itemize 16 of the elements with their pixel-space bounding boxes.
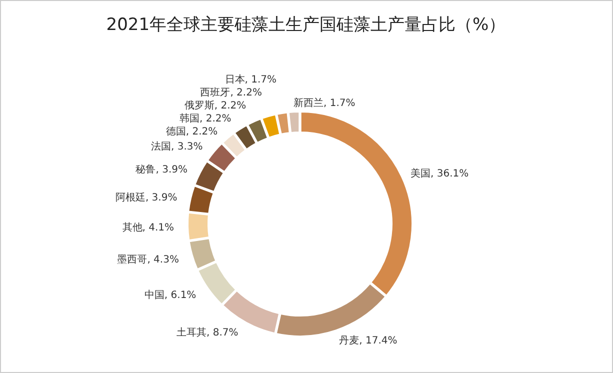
slice-label: 韩国, 2.2% [180, 112, 232, 124]
slice-label: 土耳其, 8.7% [176, 326, 238, 338]
slice-label: 美国, 36.1% [410, 167, 469, 180]
slice-label: 其他, 4.1% [122, 222, 174, 234]
chart-title: 2021年全球主要硅藻土生产国硅藻土产量占比（%） [106, 15, 506, 35]
slice-label: 中国, 6.1% [144, 289, 196, 302]
slice-label: 日本, 1.7% [224, 73, 277, 86]
slice-label: 俄罗斯, 2.2% [184, 99, 246, 112]
slice-label: 墨西哥, 4.3% [117, 254, 179, 266]
slice-label: 西班牙, 2.2% [200, 86, 262, 98]
slice-label: 新西兰, 1.7% [293, 97, 356, 110]
slice-label: 秘鲁, 3.9% [136, 163, 188, 176]
slice-label: 德国, 2.2% [166, 126, 218, 138]
slice-label: 丹麦, 17.4% [339, 334, 398, 347]
slice-label: 法国, 3.3% [150, 140, 203, 152]
slice-label: 阿根廷, 3.9% [115, 191, 178, 204]
